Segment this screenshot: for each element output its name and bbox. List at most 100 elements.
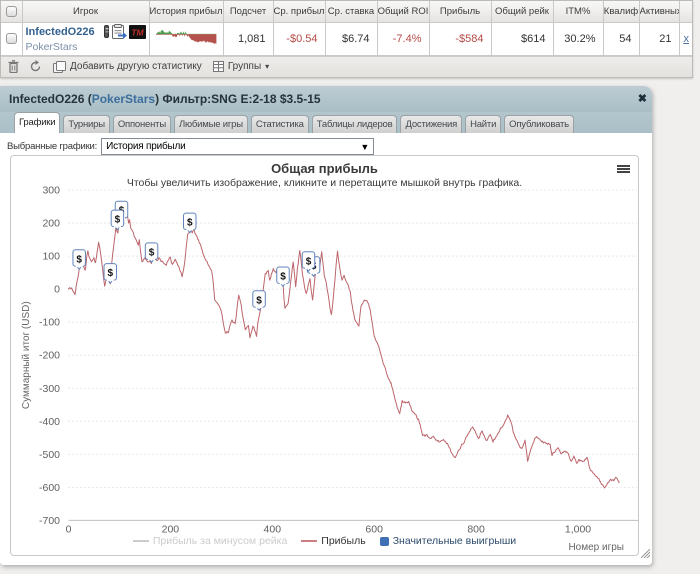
svg-text:$: $ [107,268,113,279]
legend-square-icon [379,536,389,546]
col-active[interactable]: Активных [638,1,680,23]
tab-7[interactable]: Найти [465,115,502,133]
refresh-icon[interactable] [29,60,42,73]
col-avg-profit[interactable]: Ср. прибыл [272,1,326,23]
col-itm[interactable]: ITM% [552,1,604,23]
select-caret-icon: ▼ [360,141,370,152]
cell-avg-stake: $6.74 [324,22,378,56]
profit-history-sparkline[interactable] [155,28,217,46]
legend-line-icon [132,540,149,542]
tab-2[interactable]: Оппоненты [112,115,171,133]
graph-picker-value: История прибыли [106,141,186,152]
cell-profit: -$584 [428,22,492,56]
svg-text:-400: -400 [39,416,60,428]
select-all-checkbox[interactable] [5,5,17,17]
svg-text:200: 200 [162,523,180,535]
col-profit[interactable]: Прибыль [428,1,492,23]
tab-4[interactable]: Статистика [250,115,309,133]
add-stat-label: Добавить другую статистику [70,61,202,72]
panel-content: Выбранные графики: История прибыли ▼ Общ… [0,133,652,565]
cell-qualified: 54 [602,22,640,56]
svg-text:200: 200 [42,218,60,230]
tab-3[interactable]: Любимые игры [173,115,248,133]
groups-grid-icon [212,61,224,72]
svg-text:-300: -300 [39,383,60,395]
player-note-icon[interactable] [103,25,109,38]
tab-8[interactable]: Опубликовать [504,115,574,133]
stats-toolbar: Добавить другую статистику Группы ▾ [1,55,692,77]
player-name-link[interactable]: InfectedO226 [25,25,95,38]
tab-0[interactable]: Графики [14,112,61,133]
panel-title-player: InfectedO226 ( [9,92,92,106]
chart-menu-icon[interactable] [617,165,630,174]
col-remove [678,1,692,23]
groups-label: Группы [227,61,262,72]
panel-title: InfectedO226 (PokerStars) Фильтр:SNG E:2… [9,92,321,106]
panel-close-button[interactable]: ✖ [637,92,647,105]
col-avg-stake[interactable]: Ср. ставка [324,1,378,23]
svg-text:0: 0 [54,284,60,296]
svg-text:800: 800 [467,523,485,535]
delete-icon[interactable] [8,60,19,73]
svg-text:100: 100 [42,251,60,263]
svg-text:600: 600 [365,523,383,535]
row-checkbox[interactable] [5,33,17,45]
remove-row-link[interactable]: x [683,32,690,45]
table-header-row: Игрок История прибыл Подсчет Ср. прибыл … [1,1,692,23]
chart-title: Общая прибыль [271,161,378,176]
svg-text:$: $ [149,247,155,258]
col-total-roi[interactable]: Общий ROI [376,1,430,23]
svg-text:Суммарный итог (USD): Суммарный итог (USD) [21,301,32,409]
stats-table: Игрок История прибыл Подсчет Ср. прибыл … [1,1,692,56]
svg-text:-600: -600 [39,482,60,494]
groups-button[interactable]: Группы ▾ [212,61,269,72]
graph-picker-label: Выбранные графики: [7,141,98,152]
panel-tabs: Графики Турниры Оппоненты Любимые игры Стати… [0,112,652,133]
chart-plot-area[interactable]: 300 200 100 0 -100 -200 -300 -400 -500 -600 -700 0 2… [11,156,638,555]
svg-text:-500: -500 [39,449,60,461]
col-qualified[interactable]: Квалиф [602,1,640,23]
cell-active: 21 [638,22,680,56]
add-stat-button[interactable]: Добавить другую статистику [53,60,202,73]
panel-header: InfectedO226 (PokerStars) Фильтр:SNG E:2… [0,86,652,112]
profit-chart[interactable]: Общая прибыль Чтобы увеличить изображени… [10,155,639,556]
tab-6[interactable]: Достижения [400,115,463,133]
tab-5[interactable]: Таблицы лидеров [311,115,398,133]
svg-text:$: $ [76,254,82,265]
svg-text:1,000: 1,000 [565,523,591,535]
xaxis-title: Номер игры [568,542,624,553]
svg-text:-200: -200 [39,350,60,362]
svg-text:0: 0 [66,523,72,535]
copy-stats-icon[interactable] [111,24,127,39]
svg-text:-700: -700 [39,515,60,527]
legend-line-icon [301,540,318,542]
svg-text:$: $ [280,271,286,282]
svg-text:-100: -100 [39,317,60,329]
svg-text:$: $ [187,218,193,229]
svg-text:300: 300 [42,185,60,197]
player-row: InfectedO226 [1,22,692,56]
svg-text:400: 400 [264,523,282,535]
graph-picker-select[interactable]: История прибыли ▼ [101,138,375,155]
svg-text:$: $ [306,256,312,267]
col-count[interactable]: Подсчет [222,1,274,23]
col-total-rake[interactable]: Общий рейк [490,1,554,23]
col-player[interactable]: Игрок [21,1,150,23]
cell-count: 1,081 [222,22,274,56]
panel-title-site[interactable]: PokerStars [91,92,156,106]
stats-table-block: Игрок История прибыл Подсчет Ср. прибыл … [0,0,693,78]
tab-1[interactable]: Турниры [63,115,110,133]
svg-text:$: $ [115,215,121,226]
graph-picker-row: Выбранные графики: История прибыли ▼ [7,138,375,155]
add-window-icon [53,60,66,73]
legend-item-big-wins[interactable]: Значительные выигрыши [379,535,516,547]
legend-item-profit[interactable]: Прибыль [301,535,366,547]
cell-avg-profit: -$0.54 [272,22,326,56]
pokerstars-tm-badge: TM [128,24,146,39]
cell-itm: 30.2% [552,22,604,56]
player-panel: InfectedO226 (PokerStars) Фильтр:SNG E:2… [0,86,652,565]
col-profit-history[interactable]: История прибыл [148,1,224,23]
legend-item-rake-adjusted[interactable]: Прибыль за минусом рейка [132,535,287,547]
cell-total-rake: $614 [490,22,554,56]
resize-handle-icon[interactable] [641,549,650,558]
